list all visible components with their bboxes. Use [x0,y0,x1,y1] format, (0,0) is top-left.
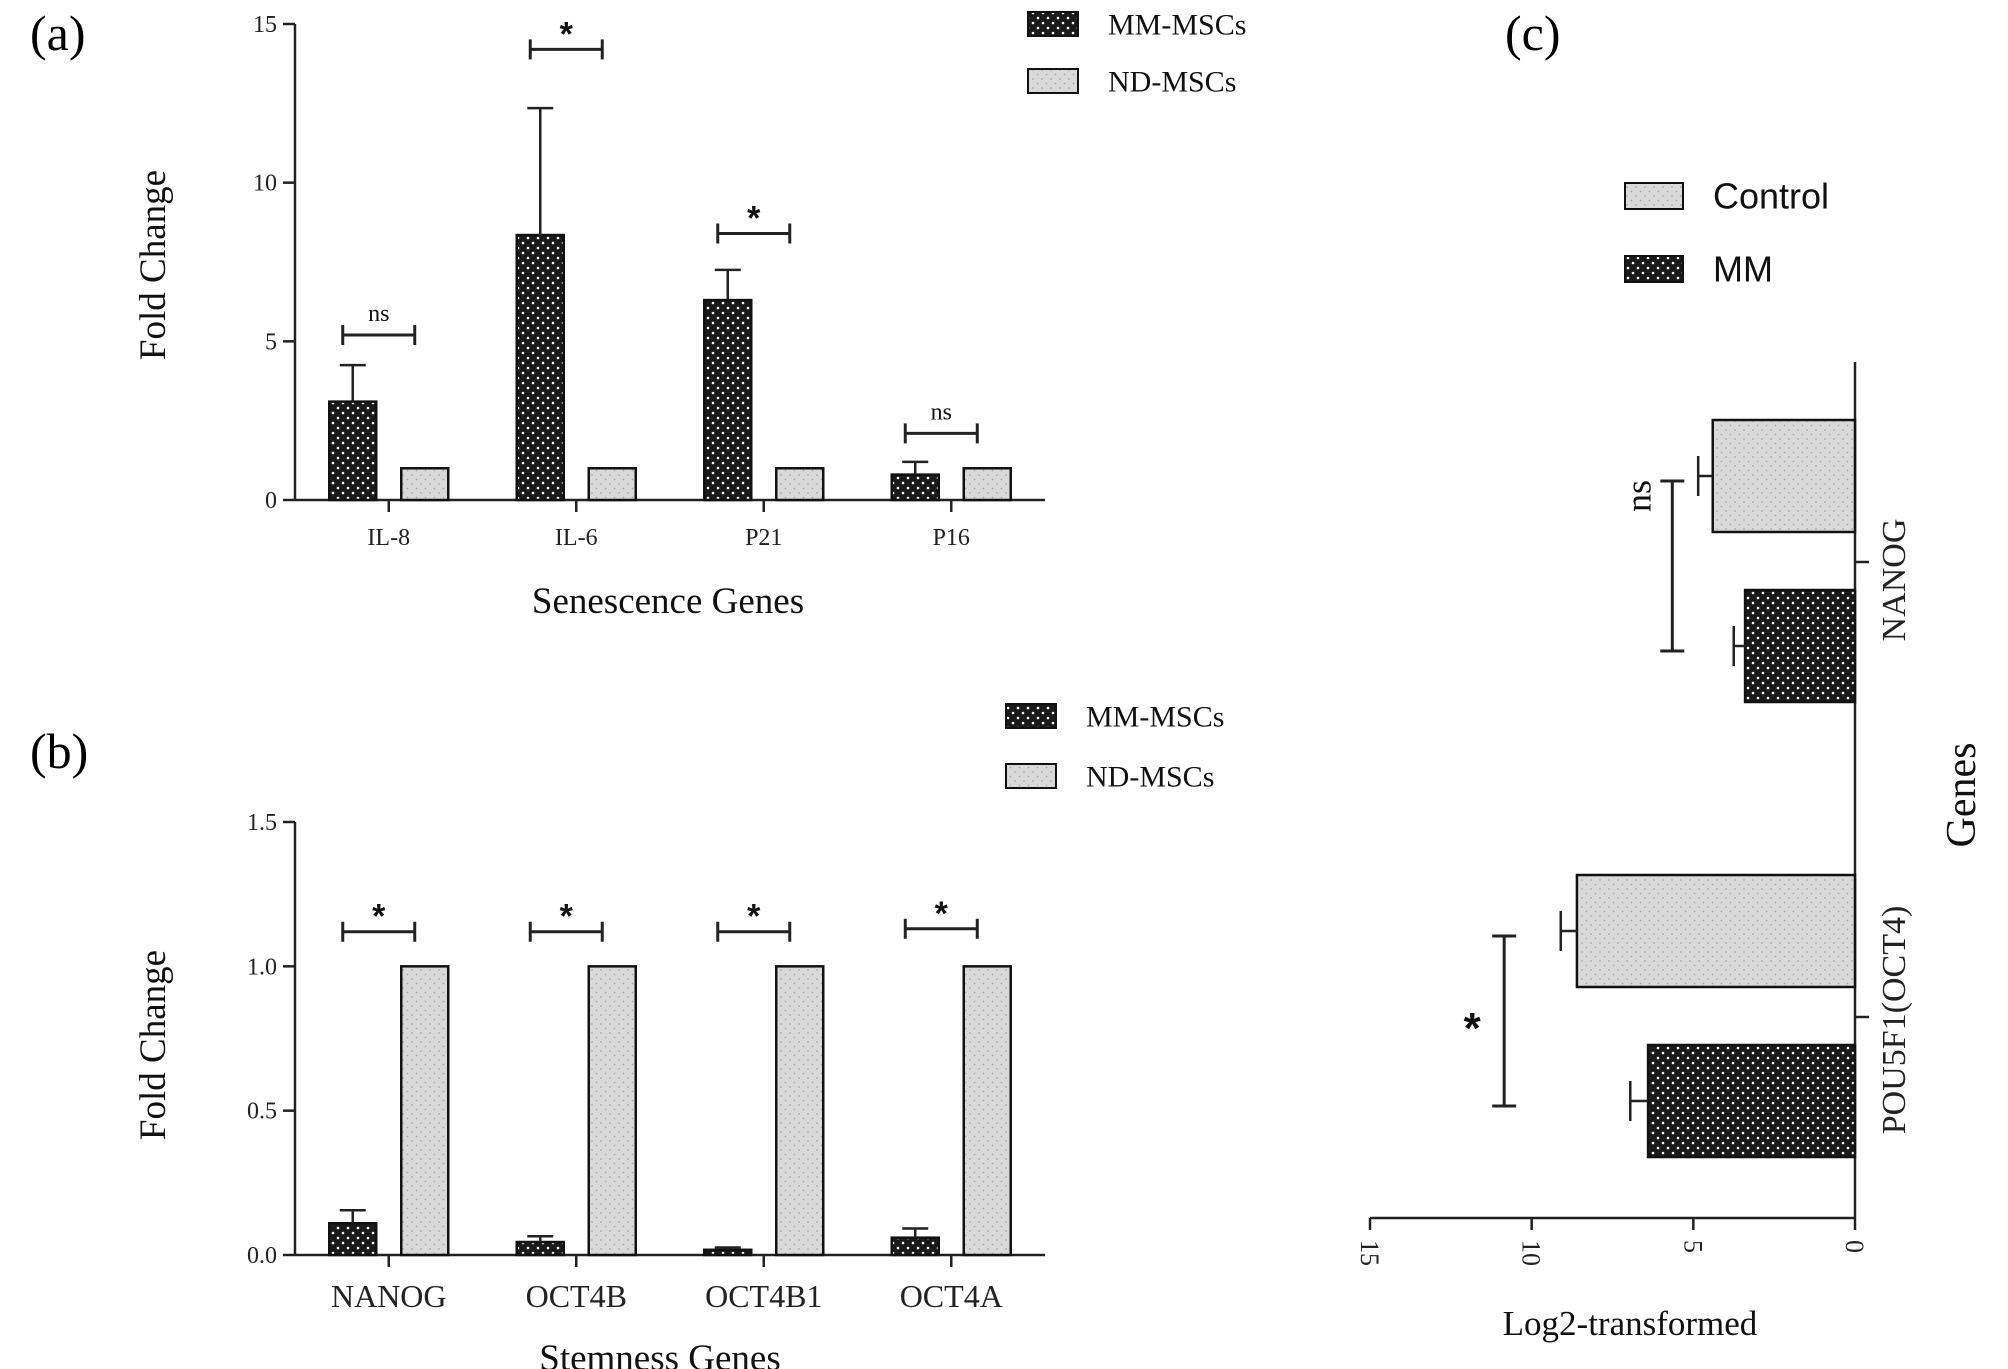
panel-b-significance-bracket-nanog [341,921,417,942]
panel-a-x-tick-label-il-8: IL-8 [367,525,410,551]
panel-b-x-tick-label-nanog: NANOG [331,1278,447,1314]
panel-b-legend-swatch-nd-mscs [1005,763,1057,789]
panel-a-significance-bracket-il-6 [528,39,604,60]
panel-b: (b) 0.0 0.5 1.0 1.5 NANOG * OCT4B * OCT4B1 * OCT4A… [30,701,1224,1369]
panel-b-significance-label-oct4b1: * [747,898,761,936]
panel-b-bar-nd-mscs-nanog [400,965,450,1257]
panel-c-significance-bracket-nanog [1660,479,1685,653]
panel-c-x-tick-label: 5 [1678,1240,1707,1253]
panel-a-bar-nd-mscs-il-8 [400,467,450,502]
panel-a-bar-mm-mscs-p21 [703,298,753,502]
panel-a-significance-bracket-il-8 [341,324,417,345]
panel-c-x-tick-label: 15 [1355,1240,1384,1266]
panel-a-bar-nd-mscs-p16 [962,467,1012,502]
panel-a-y-tick-label: 15 [253,12,277,38]
panel-a-y-tick-label: 0 [265,488,277,514]
panel-a-x-tick-label-p21: P21 [745,525,782,551]
panel-a-y-tick-label: 5 [265,329,277,355]
panel-b-significance-bracket-oct4a [903,918,979,939]
panel-b-bar-nd-mscs-oct4a [962,965,1012,1257]
panel-b-y-axis-title: Fold Change [133,950,174,1140]
panel-b-x-tick-label-oct4b1: OCT4B1 [705,1278,822,1314]
panel-b-plot: 0.0 0.5 1.0 1.5 NANOG * OCT4B * OCT4B1 * OCT4A * [247,810,1045,1314]
panel-c-legend-swatch-mm [1624,255,1684,283]
panel-a-x-axis-title: Senescence Genes [532,581,804,622]
panel-b-bar-mm-mscs-oct4b [515,1240,565,1257]
panel-c-bar-mm-nanog [1743,588,1857,704]
panel-c-legend-swatch-control [1624,182,1684,210]
panel-b-legend-swatch-mm-mscs [1005,703,1057,729]
panel-c-y-axis-title: Genes [1939,743,1985,848]
panel-a-significance-label-il-8: ns [368,301,389,327]
panel-a-legend-label-nd-mscs: ND-MSCs [1108,66,1236,99]
panel-a-bar-mm-mscs-p16 [890,473,940,502]
panel-a-bar-nd-mscs-il-6 [587,467,637,502]
panel-c-plot: 0 5 10 15 NANOG ns POU5F1(OCT4) * [1355,362,1913,1266]
panel-b-legend-label-nd-mscs: ND-MSCs [1086,761,1214,794]
panel-b-significance-bracket-oct4b1 [716,921,792,942]
panel-b-significance-label-nanog: * [372,898,386,936]
panel-c-y-tick-label-pou5f1-oct4: POU5F1(OCT4) [1876,906,1913,1135]
panel-a-legend-swatch-nd-mscs [1027,68,1079,94]
panel-a-label: (a) [30,5,86,61]
panel-a-bar-nd-mscs-p21 [775,467,825,502]
panel-a-y-axis-title: Fold Change [133,170,174,360]
panel-c-significance-label-nanog: ns [1618,480,1658,512]
panel-a-significance-label-p16: ns [931,399,952,425]
panel-a-significance-bracket-p16 [903,423,979,444]
panel-c-legend: Control MM [1624,176,1829,290]
panel-b-y-tick-label: 1.5 [247,810,277,836]
panel-b-significance-bracket-oct4b [528,921,604,942]
panel-b-bar-mm-mscs-oct4b1 [703,1248,753,1257]
panel-a-x-tick-label-p16: P16 [933,525,970,551]
panel-c-bar-control-nanog [1711,418,1857,534]
panel-a-x-tick-label-il-6: IL-6 [555,525,598,551]
panel-c-bar-mm-pou5f1-oct4 [1646,1043,1857,1159]
panel-b-bar-nd-mscs-oct4b [587,965,637,1257]
panel-b-x-axis-title: Stemness Genes [539,1338,781,1369]
panel-a-legend: MM-MSCs ND-MSCs [1027,9,1246,99]
panel-b-y-tick-label: 0.5 [247,1099,277,1125]
panel-b-x-tick-label-oct4b: OCT4B [526,1278,627,1314]
panel-c-significance-bracket-pou5f1-oct4 [1492,934,1517,1108]
panel-a-bar-mm-mscs-il-8 [328,400,378,502]
panel-a: (a) 0 5 10 15 IL-8 ns IL-6 * P21 * P16 ns Senescenc… [30,5,1246,622]
panel-c-label: (c) [1505,5,1561,61]
panel-b-legend: MM-MSCs ND-MSCs [1005,701,1224,794]
panel-a-significance-bracket-p21 [716,223,792,244]
panel-b-significance-label-oct4b: * [560,898,574,936]
panel-b-bar-mm-mscs-nanog [328,1221,378,1257]
panel-c-bar-control-pou5f1-oct4 [1575,873,1857,989]
panel-a-significance-label-p21: * [747,199,761,237]
panel-c-legend-label-control: Control [1713,176,1829,217]
panel-c-y-tick-label-nanog: NANOG [1876,519,1913,642]
panel-b-x-tick-label-oct4a: OCT4A [900,1278,1003,1314]
panel-c-x-tick-label: 0 [1840,1240,1869,1253]
panel-c-x-tick-label: 10 [1517,1240,1546,1266]
panel-a-significance-label-il-6: * [560,15,574,53]
panel-b-bar-mm-mscs-oct4a [890,1236,940,1257]
panel-b-label: (b) [30,723,88,779]
panel-b-significance-label-oct4a: * [935,895,949,933]
panel-c-legend-label-mm: MM [1713,249,1773,290]
panel-a-plot: 0 5 10 15 IL-8 ns IL-6 * P21 * P16 ns [253,12,1045,551]
panel-b-y-tick-label: 0.0 [247,1243,277,1269]
panel-b-bar-nd-mscs-oct4b1 [775,965,825,1257]
panel-c-x-axis-title: Log2-transformed [1503,1304,1758,1343]
panel-a-legend-label-mm-mscs: MM-MSCs [1108,9,1246,42]
panel-a-legend-swatch-mm-mscs [1027,11,1079,37]
panel-c: (c) 0 5 10 15 NANOG ns POU5F1(OCT4) * Log2-tran… [1355,5,1985,1343]
panel-b-legend-label-mm-mscs: MM-MSCs [1086,701,1224,734]
panel-b-y-tick-label: 1.0 [247,954,277,980]
panel-a-bar-mm-mscs-il-6 [515,233,565,502]
panel-c-significance-label-pou5f1-oct4: * [1464,1004,1482,1053]
panel-a-y-tick-label: 10 [253,171,277,197]
